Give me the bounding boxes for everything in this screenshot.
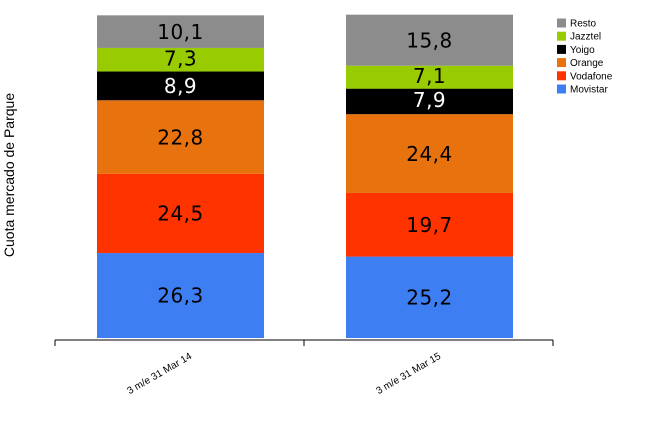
legend-label: Resto	[570, 19, 597, 30]
x-tick-label-2: 3 m/e 31 Mar 15	[374, 351, 443, 397]
legend-item-orange: Orange	[557, 58, 604, 69]
data-label-movistar: 25,2	[406, 286, 453, 310]
legend-label: Vodafone	[570, 71, 613, 82]
bar-segment-yoigo	[346, 88, 513, 115]
bars-layer: 26,3 24,5 22,8 8,9 7,310,1 25,2 19,7 24,4 7,97,1…	[97, 14, 513, 338]
bar-segment-yoigo	[97, 71, 264, 101]
bar-segment-jazztel	[97, 47, 264, 72]
bar-segment-jazztel	[346, 65, 513, 89]
legend-label: Jazztel	[570, 32, 601, 43]
legend-item-vodafone: Vodafone	[557, 71, 613, 82]
legend-swatch	[557, 58, 566, 68]
x-tick-label-1: 3 m/e 31 Mar 14	[125, 351, 194, 397]
data-label-resto: 15,8	[406, 28, 453, 52]
x-axis: 3 m/e 31 Mar 14 3 m/e 31 Mar 15	[54, 339, 554, 397]
legend-swatch	[557, 84, 566, 94]
legend-item-jazztel: Jazztel	[557, 31, 601, 43]
legend-item-resto: Resto	[557, 18, 597, 30]
data-label-yoigo: 7,9	[413, 88, 446, 112]
bar-segment-vodafone	[346, 192, 513, 257]
legend-swatch	[557, 44, 566, 54]
bar-segment-movistar	[346, 256, 513, 338]
data-label-resto: 10,1	[157, 20, 204, 44]
bar-stack-2: 25,2 19,7 24,4 7,97,1 15,8	[346, 14, 513, 338]
data-label-yoigo: 8,9	[164, 74, 197, 98]
data-label-vodafone: 24,5	[157, 202, 204, 226]
legend-item-movistar: Movistar	[557, 84, 608, 96]
bar-segment-orange	[346, 114, 513, 193]
y-axis-label: Cuota mercado de Parque	[1, 93, 17, 257]
legend-label: Yoigo	[570, 45, 595, 56]
legend-swatch	[557, 31, 566, 41]
legend-item-yoigo: Yoigo	[557, 44, 595, 56]
bar-segment-resto	[346, 14, 513, 66]
legend: Resto Jazztel Yoigo Orange Vodafone Movistar	[557, 18, 613, 96]
data-label-jazztel: 7,1	[413, 64, 446, 88]
legend-label: Orange	[570, 58, 604, 69]
legend-swatch	[557, 71, 566, 81]
bar-segment-orange	[97, 100, 264, 174]
bar-stack-1: 26,3 24,5 22,8 8,9 7,310,1	[97, 15, 264, 338]
bar-segment-vodafone	[97, 173, 264, 254]
data-label-orange: 22,8	[157, 125, 204, 149]
bar-segment-resto	[97, 15, 264, 48]
data-label-orange: 24,4	[406, 142, 453, 166]
data-label-vodafone: 19,7	[406, 213, 453, 237]
data-label-movistar: 26,3	[157, 284, 204, 308]
data-label-jazztel: 7,3	[164, 46, 197, 70]
bar-segment-movistar	[97, 253, 264, 338]
legend-swatch	[557, 18, 566, 28]
legend-label: Movistar	[570, 85, 608, 96]
